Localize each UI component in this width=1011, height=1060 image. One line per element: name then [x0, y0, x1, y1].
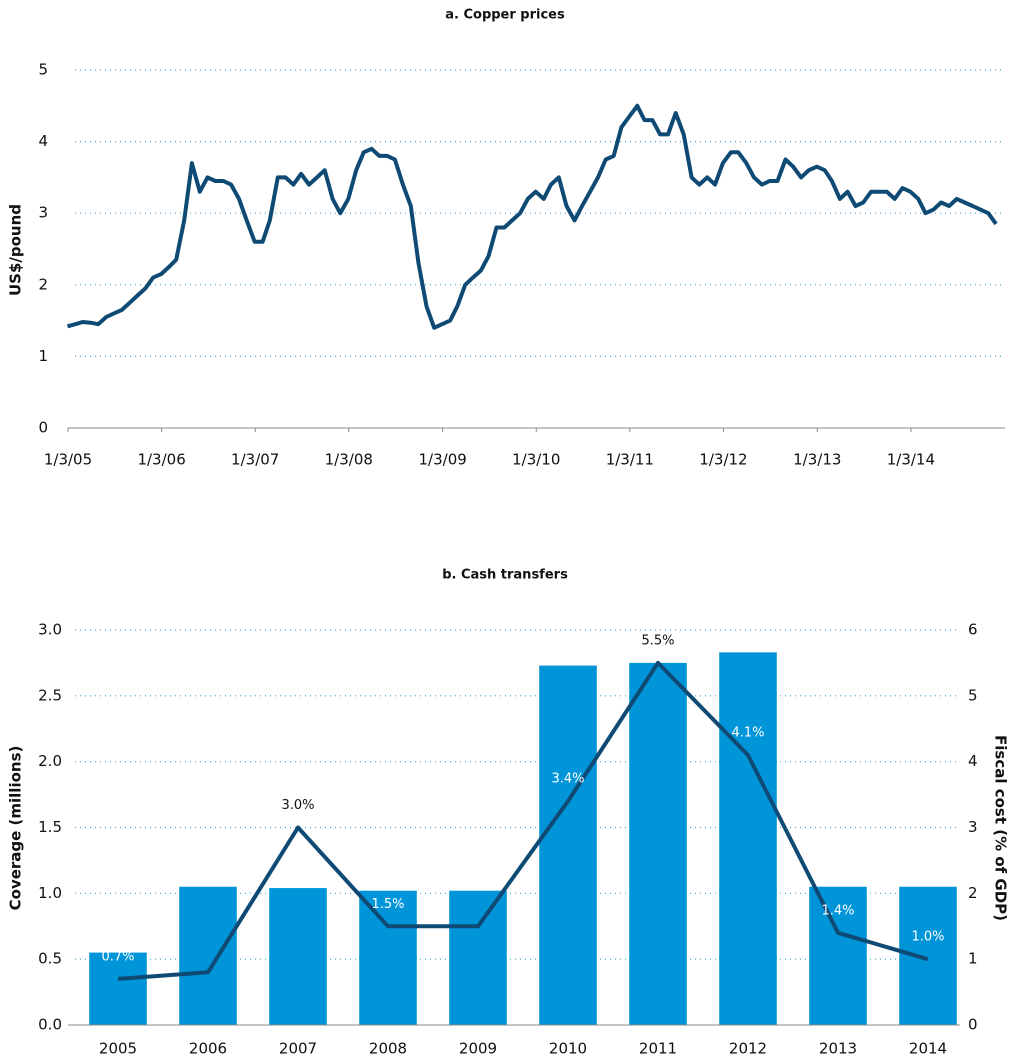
x-tick-label: 1/3/06	[137, 451, 185, 469]
y2-tick-label: 1	[968, 950, 978, 968]
x-tick-label: 1/3/14	[887, 451, 935, 469]
data-label: 5.5%	[641, 633, 674, 648]
y2-tick-label: 5	[968, 686, 978, 704]
y-tick-label: 1.5	[38, 818, 62, 836]
y2-tick-label: 6	[968, 621, 978, 639]
y-tick-label: 2.5	[38, 686, 62, 704]
price-line	[66, 103, 998, 330]
x-tick-label: 2006	[189, 1040, 227, 1058]
y-tick-label: 1.0	[38, 884, 62, 902]
x-tick-label: 1/3/11	[606, 451, 654, 469]
x-tick-label: 1/3/05	[44, 451, 92, 469]
x-tick-label: 2013	[819, 1040, 857, 1058]
x-tick-label: 1/3/08	[325, 451, 373, 469]
y-tick-label: 0.0	[38, 1016, 62, 1034]
x-tick-label: 1/3/10	[512, 451, 560, 469]
bar	[89, 952, 147, 1025]
y-tick-label: 0.5	[38, 950, 62, 968]
fiscal-line	[117, 660, 929, 981]
data-label: 4.1%	[731, 726, 764, 741]
data-label: 0.7%	[101, 949, 134, 964]
x-tick-label: 2010	[549, 1040, 587, 1058]
y2-tick-label: 0	[968, 1016, 978, 1034]
y2-tick-label: 4	[968, 752, 978, 770]
data-label: 1.5%	[371, 897, 404, 912]
y-tick-label: 5	[38, 61, 48, 79]
y-tick-label: 3.0	[38, 621, 62, 639]
data-label: 3.4%	[551, 772, 584, 787]
y-tick-label: 2.0	[38, 752, 62, 770]
x-tick-label: 2008	[369, 1040, 407, 1058]
x-tick-label: 2007	[279, 1040, 317, 1058]
bar	[539, 665, 597, 1025]
y-tick-label: 3	[38, 204, 48, 222]
y2-tick-label: 3	[968, 818, 978, 836]
x-tick-label: 2014	[909, 1040, 947, 1058]
data-label: 1.0%	[911, 930, 944, 945]
y-tick-label: 1	[38, 347, 48, 365]
y-tick-label: 0	[38, 419, 48, 437]
x-tick-label: 2005	[99, 1040, 137, 1058]
chart-title: b. Cash transfers	[442, 568, 568, 583]
bar	[359, 890, 417, 1025]
y2-tick-label: 2	[968, 884, 978, 902]
x-tick-label: 1/3/12	[699, 451, 747, 469]
bar	[179, 886, 237, 1025]
x-tick-label: 1/3/13	[793, 451, 841, 469]
bar	[809, 886, 867, 1025]
x-tick-label: 2011	[639, 1040, 677, 1058]
y-axis-label: US$/pound	[7, 204, 25, 296]
y-tick-label: 2	[38, 275, 48, 293]
y-tick-label: 4	[38, 132, 48, 150]
data-label: 3.0%	[281, 798, 314, 813]
bar	[269, 888, 327, 1025]
chart-title: a. Copper prices	[445, 8, 565, 23]
x-tick-label: 1/3/09	[419, 451, 467, 469]
bar	[449, 890, 507, 1025]
x-tick-label: 2009	[459, 1040, 497, 1058]
bar	[719, 652, 777, 1025]
x-tick-label: 1/3/07	[231, 451, 279, 469]
bar	[899, 886, 957, 1025]
y2-axis-label: Fiscal cost (% of GDP)	[992, 735, 1010, 921]
y-axis-label: Coverage (millions)	[7, 746, 25, 911]
data-label: 1.4%	[821, 903, 854, 918]
x-tick-label: 2012	[729, 1040, 767, 1058]
bar	[629, 662, 687, 1025]
